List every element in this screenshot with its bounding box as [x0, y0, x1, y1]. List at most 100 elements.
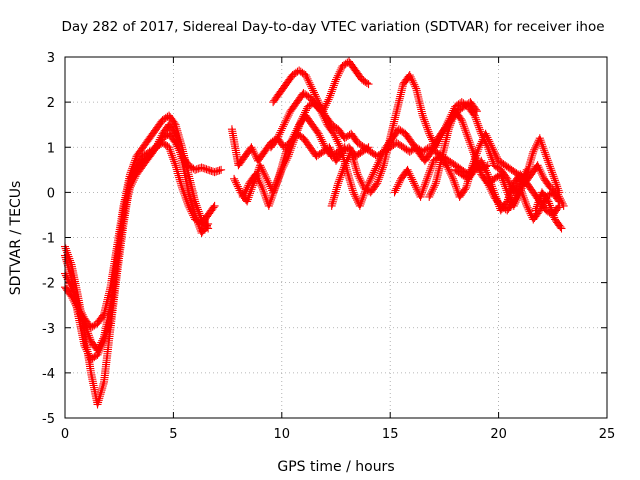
data-point-track12	[426, 190, 435, 199]
data-point-track9	[348, 186, 357, 195]
data-point-track7	[275, 130, 284, 139]
data-point-track4	[156, 133, 165, 142]
data-point-track4	[193, 216, 202, 225]
data-point-track9	[427, 147, 436, 156]
data-point-track14	[509, 197, 518, 206]
data-point-track11	[536, 167, 545, 176]
data-point-track11	[448, 172, 457, 181]
data-point-track10	[340, 161, 349, 170]
data-point-track2	[172, 165, 181, 174]
data-point-track8	[260, 170, 269, 179]
data-point-track8	[243, 197, 252, 206]
data-point-track10	[473, 119, 482, 128]
data-point-track14	[520, 195, 529, 204]
data-point-track4	[96, 345, 105, 354]
data-point-track11	[393, 182, 402, 191]
data-point-track14	[485, 183, 494, 192]
data-point-track9	[242, 185, 251, 194]
data-point-track9	[252, 172, 261, 181]
data-point-track9	[336, 143, 345, 152]
data-point-track10	[373, 177, 382, 186]
data-point-track9	[259, 187, 268, 196]
data-point-track10	[471, 113, 480, 122]
data-point-track9	[287, 142, 296, 151]
data-point-track9	[356, 199, 365, 208]
data-point-track7	[321, 101, 330, 110]
data-point-track7	[328, 85, 337, 94]
data-point-track13	[478, 158, 487, 167]
data-point-track4	[152, 143, 161, 152]
data-point-track13	[479, 160, 488, 169]
data-point-track10	[373, 179, 382, 188]
data-point-track12	[547, 166, 556, 175]
data-point-track2	[166, 147, 175, 156]
data-point-track6	[302, 72, 311, 81]
data-point-track11	[451, 180, 460, 189]
data-point-track9	[282, 156, 291, 165]
data-point-track10	[339, 165, 348, 174]
data-point-track12	[501, 184, 510, 193]
data-point-track1	[202, 165, 211, 174]
data-point-track9	[288, 140, 297, 149]
data-point-track4	[191, 210, 200, 219]
data-point-track4	[154, 137, 163, 146]
data-point-track2	[95, 394, 104, 403]
data-point-track14	[526, 209, 535, 218]
data-point-track9	[269, 187, 278, 196]
data-point-track10	[432, 141, 441, 150]
data-point-track4	[93, 350, 102, 359]
data-point-track4	[188, 200, 197, 209]
data-point-track8	[320, 141, 329, 150]
data-point-track12	[550, 176, 559, 185]
data-point-track10	[332, 185, 341, 194]
data-point-track3	[131, 154, 140, 163]
data-point-track4	[153, 139, 162, 148]
data-point-track11	[492, 152, 501, 161]
data-point-track1	[213, 166, 222, 175]
data-point-track11	[411, 183, 420, 192]
data-point-track12	[546, 164, 555, 173]
data-point-track14	[516, 183, 525, 192]
data-point-track11	[423, 174, 432, 183]
data-point-track10	[472, 115, 481, 124]
data-point-track9	[257, 181, 266, 190]
data-point-track9	[285, 148, 294, 157]
data-point-track4	[190, 208, 199, 217]
data-point-track10	[408, 76, 417, 85]
data-point-track4	[83, 347, 92, 356]
data-point-track14	[517, 187, 526, 196]
data-point-track9	[333, 137, 342, 146]
data-point-track10	[348, 153, 357, 162]
data-point-track12	[466, 140, 475, 149]
data-point-track13	[504, 193, 513, 202]
data-point-track11	[395, 178, 404, 187]
y-tick-label: 3	[47, 51, 55, 66]
data-point-track1	[200, 164, 209, 173]
data-point-track9	[289, 138, 298, 147]
data-point-track2	[173, 169, 182, 178]
data-point-track14	[510, 195, 519, 204]
grid-lines	[65, 57, 607, 418]
data-point-track10	[406, 72, 415, 81]
y-tick-label: 0	[47, 186, 55, 201]
data-point-track5	[249, 147, 258, 156]
data-point-track9	[299, 112, 308, 121]
data-point-track12	[459, 122, 468, 131]
data-point-track7	[276, 128, 285, 137]
data-point-track13	[477, 156, 486, 165]
data-point-track10	[420, 115, 429, 124]
data-point-track9	[332, 135, 341, 144]
data-point-track12	[543, 156, 552, 165]
data-point-track14	[519, 193, 528, 202]
data-point-track12	[429, 183, 438, 192]
data-point-track9	[344, 171, 353, 180]
data-point-track10	[351, 162, 360, 171]
data-point-track4	[170, 128, 179, 137]
data-point-track2	[171, 161, 180, 170]
data-point-track4	[66, 270, 75, 279]
data-point-track6	[309, 86, 318, 95]
data-point-track11	[407, 173, 416, 182]
data-point-track8	[261, 172, 270, 181]
data-point-track7	[362, 78, 371, 87]
data-point-track11	[417, 188, 426, 197]
